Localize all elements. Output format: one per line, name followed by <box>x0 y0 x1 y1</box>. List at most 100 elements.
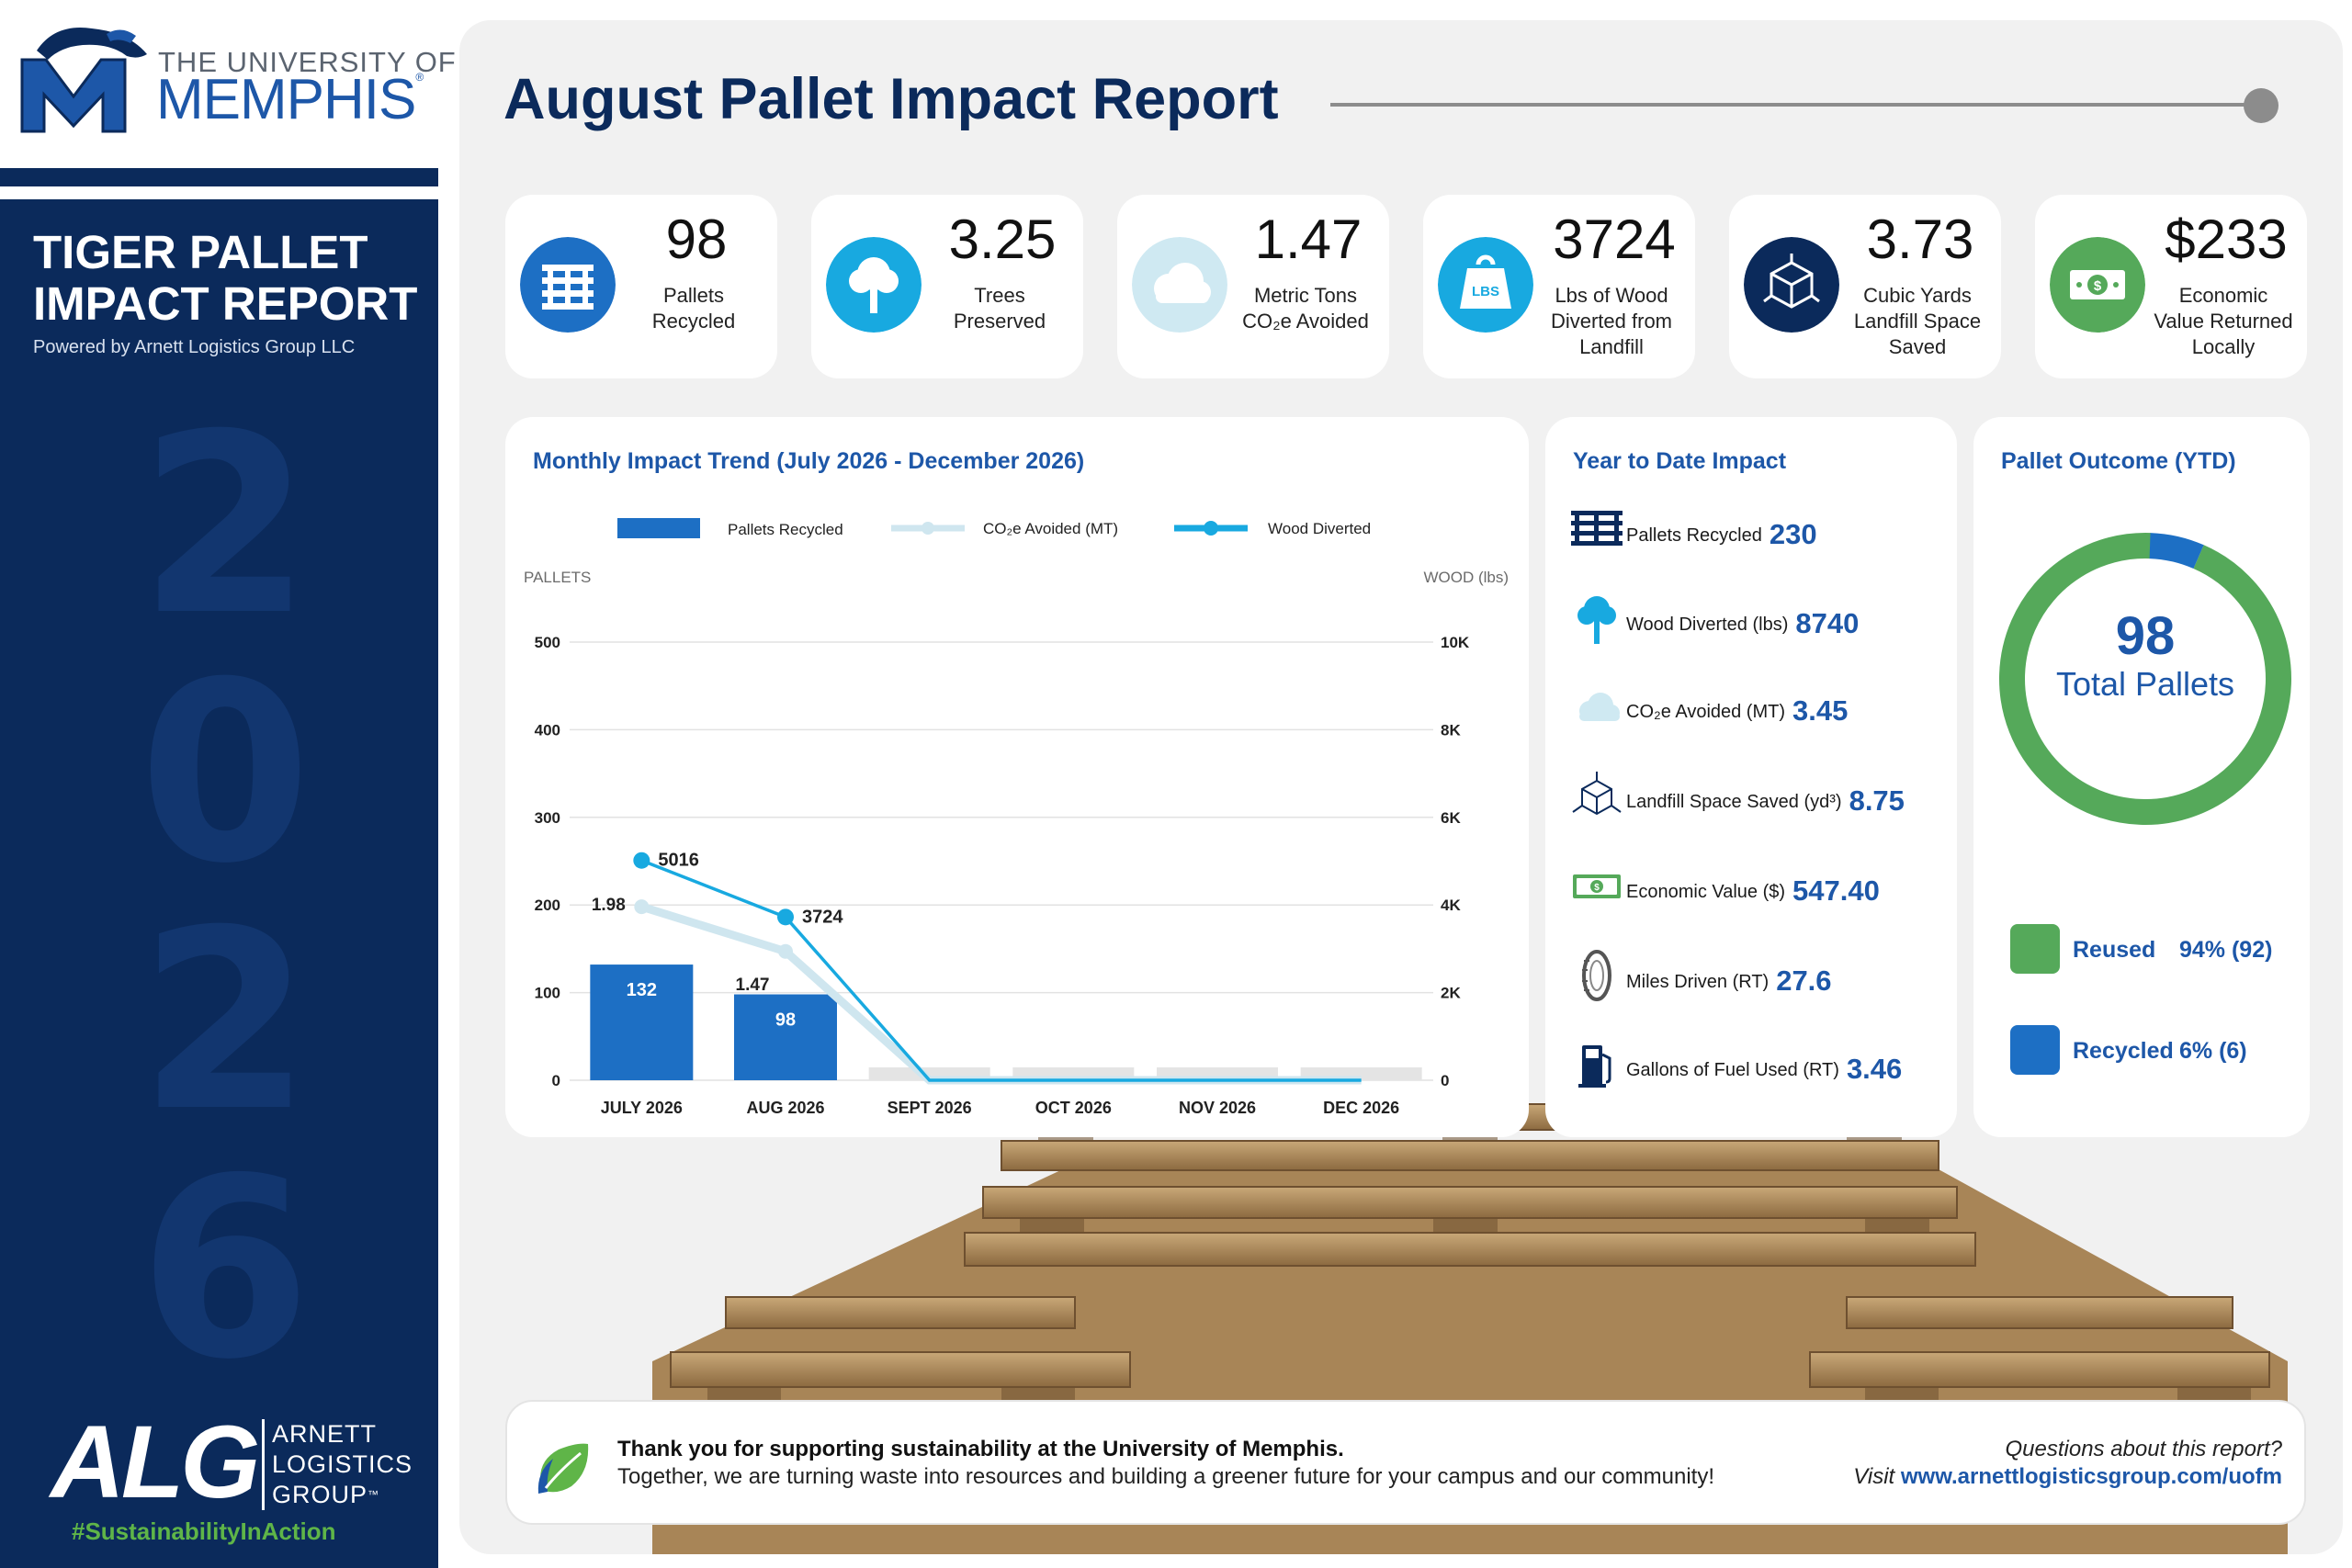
year-digit: 0 <box>139 628 311 918</box>
cube-icon <box>1744 237 1839 333</box>
tiger-m-logo-icon <box>20 28 147 133</box>
legend-item-reused: Reused 94% (92) <box>2010 924 2304 976</box>
logo-line-1: THE UNIVERSITY OF <box>158 46 457 78</box>
kpi-value: $233 <box>2165 209 2288 270</box>
bar-pallets-recycled <box>734 994 837 1080</box>
ytd-value: 3.46 <box>1846 1053 1903 1085</box>
ytd-row-wood: Wood Diverted (lbs) 8740 <box>1569 587 1955 644</box>
kpi-card-trees: 3.25 Trees Preserved <box>811 195 1083 378</box>
kpi-label: Cubic Yards Landfill Space Saved <box>1853 284 1982 358</box>
kpi-value: 3724 <box>1553 209 1676 270</box>
legend-label-pallets: Pallets Recycled <box>728 521 843 538</box>
pallet-icon <box>520 237 616 333</box>
tree-icon <box>1577 596 1616 644</box>
chart-legend: Pallets Recycled CO₂e Avoided (MT) Wood … <box>617 518 1371 538</box>
ytd-value: 8740 <box>1795 607 1860 639</box>
ytd-label: Wood Diverted (lbs) 8740 <box>1626 607 1860 639</box>
sidebar: THE UNIVERSITY OF MEMPHIS® TIGER PALLET … <box>0 0 456 1568</box>
powered-by: Powered by Arnett Logistics Group LLC <box>33 337 356 357</box>
trend-title: Monthly Impact Trend (July 2026 - Decemb… <box>533 448 1085 474</box>
footer-question: Questions about this report? <box>2005 1437 2282 1461</box>
year-digit: 6 <box>139 1124 311 1414</box>
sidebar-divider <box>0 168 438 186</box>
bar-pallets-recycled <box>590 964 694 1080</box>
cloud-icon <box>1579 693 1620 721</box>
cloud-icon <box>1132 237 1227 333</box>
x-tick-label: OCT 2026 <box>1035 1099 1112 1117</box>
ytd-title: Year to Date Impact <box>1573 448 1787 474</box>
x-tick-label: AUG 2026 <box>746 1099 824 1117</box>
right-tick-label: 2K <box>1441 985 1461 1002</box>
title-rule-dot <box>2244 88 2278 123</box>
co2-data-label: 1.98 <box>592 896 626 915</box>
hashtag: #SustainabilityInAction <box>72 1517 336 1545</box>
kpi-card-co2: 1.47 Metric Tons CO₂e Avoided <box>1117 195 1389 378</box>
right-tick-label: 4K <box>1441 897 1461 914</box>
pallet-icon <box>1571 511 1623 546</box>
logo-line-2: MEMPHIS® <box>156 68 424 131</box>
svg-text:$: $ <box>2094 278 2102 294</box>
donut-total-label: Total Pallets <box>2055 665 2235 703</box>
legend-label-wood: Wood Diverted <box>1268 520 1371 537</box>
left-tick-label: 400 <box>535 721 560 739</box>
legend-marker-co2 <box>922 522 934 535</box>
tire-icon <box>1582 950 1611 1001</box>
money-icon: $ <box>2050 237 2145 333</box>
series-point-co2 <box>778 943 793 959</box>
legend-name: Reused <box>2073 937 2156 963</box>
footer-url-link[interactable]: www.arnettlogisticsgroup.com/uofm <box>1900 1464 2282 1489</box>
outcome-donut-chart <box>1999 532 2291 825</box>
series-point-wood <box>633 852 650 869</box>
kpi-label: Economic Value Returned Locally <box>2154 284 2293 358</box>
outcome-card: Pallet Outcome (YTD) 98 Total Pallets Re… <box>1973 417 2310 1137</box>
ytd-card: Year to Date Impact Pallets Recycled 230 … <box>1545 417 1957 1137</box>
title-rule <box>1330 103 2258 107</box>
co2-data-label: 1.47 <box>736 976 770 995</box>
legend-label-co2: CO₂e Avoided (MT) <box>983 520 1118 537</box>
left-tick-label: 200 <box>535 897 560 914</box>
money-icon: $ <box>1573 874 1621 898</box>
kpi-value: 3.25 <box>948 209 1057 270</box>
legend-item-recycled: Recycled 6% (6) <box>2010 1025 2304 1077</box>
kpi-card-wood: LBS 3724 Lbs of Wood Diverted from Landfil… <box>1423 195 1695 378</box>
ytd-row-fuel: Gallons of Fuel Used (RT) 3.46 <box>1569 1032 1955 1088</box>
legend-swatch-pallets <box>617 518 700 538</box>
alg-company-name: ARNETT LOGISTICS GROUP™ <box>262 1419 413 1510</box>
svg-text:$: $ <box>1594 883 1600 893</box>
fuel-icon <box>1578 1045 1611 1088</box>
x-tick-label: SEPT 2026 <box>888 1099 972 1117</box>
kpi-value: 98 <box>665 209 728 270</box>
legend-name: Recycled <box>2073 1038 2174 1064</box>
ytd-label: Miles Driven (RT) 27.6 <box>1626 964 1832 997</box>
ytd-row-landfill: Landfill Space Saved (yd³) 8.75 <box>1569 764 1955 819</box>
x-tick-label: JULY 2026 <box>601 1099 683 1117</box>
kpi-value: 3.73 <box>1866 209 1974 270</box>
ytd-row-miles: Miles Driven (RT) 27.6 <box>1569 944 1955 1001</box>
alg-wordmark: ALG <box>51 1404 260 1519</box>
ytd-label: Economic Value ($) 547.40 <box>1626 874 1880 907</box>
ytd-row-economic: $ Economic Value ($) 547.40 <box>1569 854 1955 909</box>
left-tick-label: 100 <box>535 985 560 1002</box>
footer-thanks: Thank you for supporting sustainability … <box>617 1437 1344 1461</box>
wood-data-label: 5016 <box>658 851 699 871</box>
legend-marker-wood <box>1204 521 1218 536</box>
x-tick-label: NOV 2026 <box>1179 1099 1256 1117</box>
kpi-label: Lbs of Wood Diverted from Landfill <box>1550 284 1673 358</box>
ytd-row-pallets: Pallets Recycled 230 <box>1569 498 1955 553</box>
ytd-label: Pallets Recycled 230 <box>1626 518 1817 550</box>
series-point-wood <box>777 908 794 926</box>
wood-data-label: 3724 <box>802 907 843 927</box>
ytd-value: 230 <box>1769 518 1817 550</box>
kpi-label: Trees Preserved <box>953 284 1046 333</box>
alg-logo[interactable]: ALG ARNETT LOGISTICS GROUP™ <box>51 1404 412 1519</box>
kpi-label: Metric Tons CO₂e Avoided <box>1242 284 1369 333</box>
monthly-trend-chart: Pallets Recycled CO₂e Avoided (MT) Wood … <box>524 518 1509 1117</box>
footer-banner: Thank you for supporting sustainability … <box>505 1400 2306 1525</box>
ytd-value: 27.6 <box>1776 964 1832 997</box>
right-tick-label: 6K <box>1441 809 1461 827</box>
right-axis-label: WOOD (lbs) <box>1423 569 1509 586</box>
footer-message: Together, we are turning waste into reso… <box>617 1464 1714 1489</box>
university-logo[interactable]: THE UNIVERSITY OF MEMPHIS® <box>18 18 456 138</box>
legend-value: 6% (6) <box>2179 1038 2247 1064</box>
ytd-value: 3.45 <box>1792 694 1849 727</box>
